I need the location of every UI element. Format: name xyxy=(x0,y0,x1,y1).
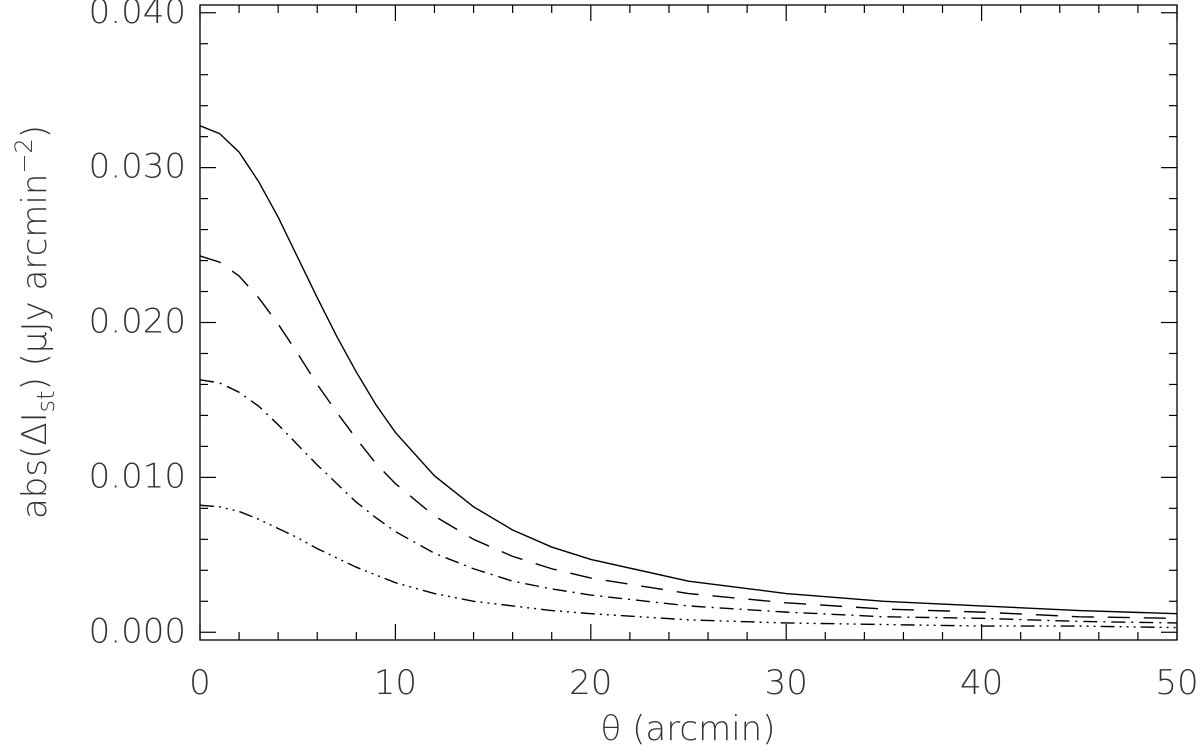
x-axis-label: θ (arcmin) xyxy=(600,709,775,749)
data-line xyxy=(199,504,1178,629)
y-label-part: abs(ΔI xyxy=(15,412,55,519)
x-tick-label: 30 xyxy=(765,663,808,703)
y-tick-label: 0.030 xyxy=(89,147,186,187)
data-line xyxy=(199,255,1178,620)
y-label-sub: st xyxy=(32,390,60,412)
x-tick-label: 50 xyxy=(1155,663,1198,703)
x-tick-label: 10 xyxy=(374,663,417,703)
y-tick-label: 0.040 xyxy=(89,0,186,32)
x-tick-label: 20 xyxy=(569,663,612,703)
y-tick-label: 0.020 xyxy=(89,302,186,342)
data-line xyxy=(199,125,1178,615)
x-tick-label: 0 xyxy=(189,663,211,703)
y-tick-label: 0.000 xyxy=(89,611,186,651)
plot-frame xyxy=(199,4,1178,641)
y-axis-label: abs(ΔIst) (μJy arcmin−2) xyxy=(10,125,60,519)
y-label-part: ) (μJy arcmin xyxy=(15,174,55,391)
data-line xyxy=(199,379,1178,624)
y-label-sup: −2 xyxy=(10,138,38,173)
y-tick-label: 0.010 xyxy=(89,456,186,496)
x-tick-label: 40 xyxy=(960,663,1003,703)
y-label-part: ) xyxy=(15,125,55,138)
